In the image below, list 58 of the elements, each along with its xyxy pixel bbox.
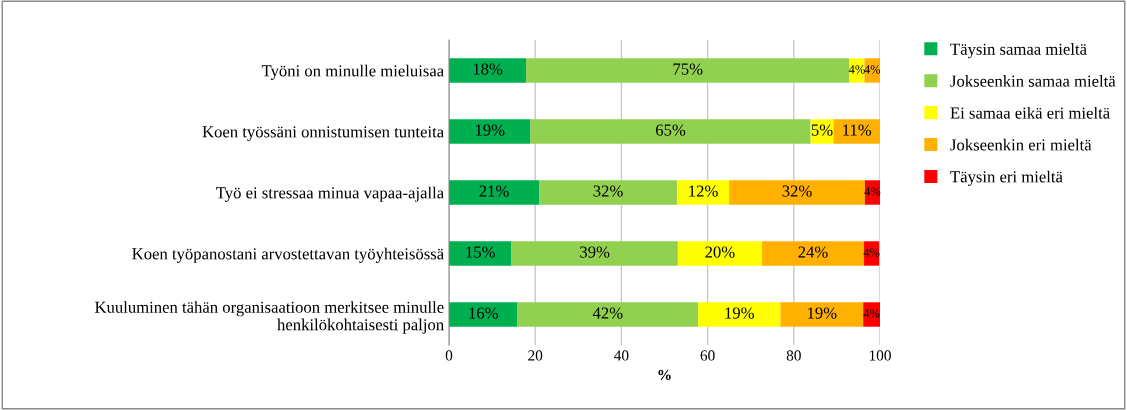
y-tick-label: Koen työssäni onnistumisen tunteita — [202, 126, 444, 141]
bar — [761, 241, 865, 266]
bar — [780, 302, 864, 327]
y-tick-label: Työ ei stressaa minua vapaa-ajalla — [216, 186, 444, 202]
bar — [517, 302, 699, 327]
bar — [530, 119, 811, 144]
data-label: 20% — [705, 246, 735, 258]
data-label: 18% — [473, 63, 503, 75]
data-label: 65% — [655, 124, 686, 136]
data-label: 16% — [469, 307, 498, 319]
bar — [449, 241, 512, 266]
bar — [526, 58, 850, 83]
data-label: 12% — [689, 185, 718, 197]
data-label: 32% — [593, 185, 623, 197]
legend-label: Ei samaa eikä eri mieltä — [950, 106, 1110, 119]
data-label: 24% — [798, 246, 828, 258]
bar — [677, 241, 762, 266]
x-tick-label: 40 — [614, 350, 629, 361]
x-axis-title: % — [658, 369, 671, 381]
data-label: 75% — [673, 63, 703, 75]
bar — [449, 119, 531, 144]
bar — [449, 302, 518, 327]
y-tick-label: Kuuluminen tähän organisaatioon merkitsee minulle henkilökohtaisesti paljon — [94, 301, 444, 334]
bar — [698, 302, 781, 327]
data-label: 11% — [843, 124, 872, 136]
data-label: 39% — [580, 246, 610, 258]
bar — [677, 180, 730, 205]
bar — [449, 58, 527, 83]
bar — [864, 58, 880, 83]
x-tick-label: 100 — [869, 350, 891, 361]
x-tick-label: 60 — [700, 350, 715, 361]
x-tick-label: 80 — [786, 350, 801, 361]
data-label: 15% — [466, 246, 495, 258]
data-label: 21% — [479, 185, 509, 197]
x-tick-label: 0 — [445, 350, 453, 361]
data-label: 5% — [811, 124, 833, 136]
bar — [511, 241, 678, 266]
data-label: 19% — [808, 307, 837, 319]
data-label: 19% — [475, 124, 505, 136]
bar — [729, 180, 865, 205]
data-label: 32% — [782, 185, 812, 197]
y-tick-label: Työni on minulle mieluisaa — [261, 64, 444, 80]
data-label: 42% — [592, 307, 623, 319]
data-label: 4% — [848, 65, 865, 74]
bar — [449, 180, 540, 205]
data-label: 4% — [863, 309, 880, 318]
data-label: 4% — [864, 65, 881, 74]
bar — [849, 58, 865, 83]
legend-label: Täysin eri mieltä — [950, 170, 1063, 186]
data-label: 19% — [725, 307, 754, 319]
x-tick-label: 20 — [528, 350, 543, 361]
bar — [833, 119, 880, 144]
y-tick-label: Koen työpanostani arvostettavan työyhteisössä — [132, 247, 444, 263]
legend-label: Täysin samaa mieltä — [950, 43, 1087, 59]
bar — [863, 302, 880, 327]
legend-label: Jokseenkin eri mieltä — [950, 138, 1092, 151]
bar — [539, 180, 677, 205]
legend-label: Jokseenkin samaa mieltä — [950, 75, 1116, 87]
